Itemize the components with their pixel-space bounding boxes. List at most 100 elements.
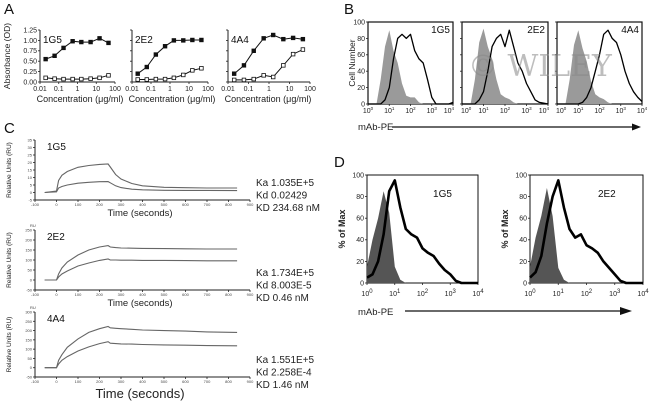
data-point-filled <box>300 36 306 42</box>
x-tick-label: 100 <box>524 289 536 298</box>
tick-base: 10 <box>556 108 564 115</box>
data-point-open <box>52 76 57 81</box>
y-tick-label: 35 <box>28 138 33 143</box>
y-tick-label: 0.50 <box>23 59 37 66</box>
y-tick-label: 40 <box>356 237 364 244</box>
x-tick-label: 900 <box>247 292 254 297</box>
chart-title: 1G5 <box>43 35 62 46</box>
data-point-open <box>144 77 149 82</box>
y-tick-label: 200 <box>25 328 32 333</box>
tick-base: 10 <box>427 108 435 115</box>
x-tick-label: 1 <box>267 86 271 93</box>
y-tick-label: 100 <box>25 347 32 352</box>
antibody-histogram <box>529 179 643 285</box>
x-tick-label: -100 <box>31 379 40 384</box>
x-tick-label: 101 <box>553 289 565 298</box>
y-tick-label: 0.25 <box>23 69 37 76</box>
x-tick-label: 600 <box>182 379 189 384</box>
tick-base: 10 <box>361 291 369 298</box>
y-axis-label: Absorbance (OD) <box>2 23 12 89</box>
x-tick-label: 300 <box>118 202 125 207</box>
antibody-histogram <box>462 29 549 105</box>
kinetics-annotation: KD 234.68 nM <box>256 203 320 214</box>
charts-layer: 0.000.250.500.751.001.250.01 0.1 1 10 1001G5… <box>2 19 649 401</box>
panel-label-a: A <box>4 1 14 18</box>
y-tick-label: 40 <box>519 237 527 244</box>
kinetics-annotation: Kd 2.258E-4 <box>256 368 312 379</box>
x-tick-label: 100 <box>75 202 82 207</box>
y-tick-label: 60 <box>356 216 364 223</box>
data-point-filled <box>106 40 111 46</box>
x-tick-label: 800 <box>225 202 232 207</box>
x-tick-label: 800 <box>225 292 232 297</box>
data-point-open <box>135 77 140 82</box>
tick-base: 10 <box>478 108 486 115</box>
data-point-open <box>199 66 204 71</box>
x-tick-label: 900 <box>247 379 254 384</box>
x-tick-label: 400 <box>139 379 146 384</box>
data-point-filled <box>281 36 286 42</box>
tick-exponent: 4 <box>546 106 549 111</box>
x-tick-label: 100 <box>361 289 373 298</box>
x-tick-label: 103 <box>427 106 438 115</box>
tick-exponent: 3 <box>617 289 621 295</box>
kinetics-annotation: Ka 1.035E+5 <box>256 178 315 189</box>
data-point-filled <box>171 38 177 43</box>
antibody-histogram <box>368 33 454 105</box>
data-point-filled <box>181 38 186 43</box>
x-tick-label: 101 <box>478 106 489 115</box>
sensorgram-curve <box>44 325 238 369</box>
tick-exponent: 1 <box>486 106 489 111</box>
tick-exponent: 1 <box>392 106 395 111</box>
chart-c-4a4: -50 0 50 100 150 200 250 300 -100 0 100 200 300 400 50… <box>6 305 315 401</box>
tick-exponent: 2 <box>589 289 593 295</box>
y-tick-label: 15 <box>28 168 33 173</box>
tick-exponent: 1 <box>560 289 564 295</box>
tick-exponent: 2 <box>425 289 429 295</box>
kinetics-annotation: Kd 0.02429 <box>256 191 308 202</box>
x-tick-label: 101 <box>573 106 584 115</box>
y-tick-label: 0 <box>360 280 364 287</box>
data-point-filled <box>144 64 149 70</box>
data-point-filled <box>270 32 276 38</box>
y-tick-label: 150 <box>25 337 32 342</box>
tick-base: 10 <box>573 108 581 115</box>
y-tick-label: 100 <box>353 19 365 26</box>
data-point-open <box>61 76 66 82</box>
data-point-open <box>97 75 102 81</box>
tick-base: 10 <box>363 108 371 115</box>
y-tick-label: 0 <box>30 278 33 283</box>
tick-base: 10 <box>389 291 397 298</box>
y-axis-label: Relative Units (RU) <box>6 232 13 288</box>
x-tick-label: 800 <box>225 379 232 384</box>
chart-a-1g5: 0.00 0.25 0.50 0.75 1.00 1.25 0.01 0.1 1 10 100 1G5… <box>2 23 123 104</box>
y-tick-label: 80 <box>519 194 527 201</box>
data-point-open <box>79 76 84 82</box>
data-point-filled <box>88 39 93 45</box>
tick-exponent: 0 <box>469 106 472 111</box>
x-axis-label: Concentration (μg/ml) <box>37 94 124 104</box>
chart-a-4a4: 0.01 0.1 1 10 100 4A4 Concentration (μg/ml) <box>221 29 316 104</box>
data-point-open <box>88 76 93 81</box>
tick-exponent: 1 <box>397 289 401 295</box>
data-point-filled <box>231 71 237 76</box>
sensorgram-curve <box>44 181 238 194</box>
x-tick-label: 100 <box>75 379 82 384</box>
x-tick-label: 101 <box>389 289 401 298</box>
tick-base: 10 <box>445 291 453 298</box>
tick-base: 10 <box>521 108 529 115</box>
data-point-open <box>270 74 276 80</box>
d-xaxis-label: mAb-PE <box>358 307 393 318</box>
x-tick-label: 102 <box>500 106 511 115</box>
chart-title: 2E2 <box>47 232 65 243</box>
x-tick-label: 101 <box>384 106 395 115</box>
sensorgram-curve <box>44 341 238 369</box>
tick-exponent: 3 <box>452 289 456 295</box>
x-tick-label: 104 <box>637 289 649 298</box>
y-tick-label: 20 <box>357 85 365 92</box>
data-point-open <box>290 51 296 57</box>
y-tick-label: 1.25 <box>23 27 37 34</box>
x-tick-label: 10 <box>185 86 193 93</box>
y-tick-label: 5 <box>30 183 33 188</box>
x-tick-label: 102 <box>594 106 605 115</box>
